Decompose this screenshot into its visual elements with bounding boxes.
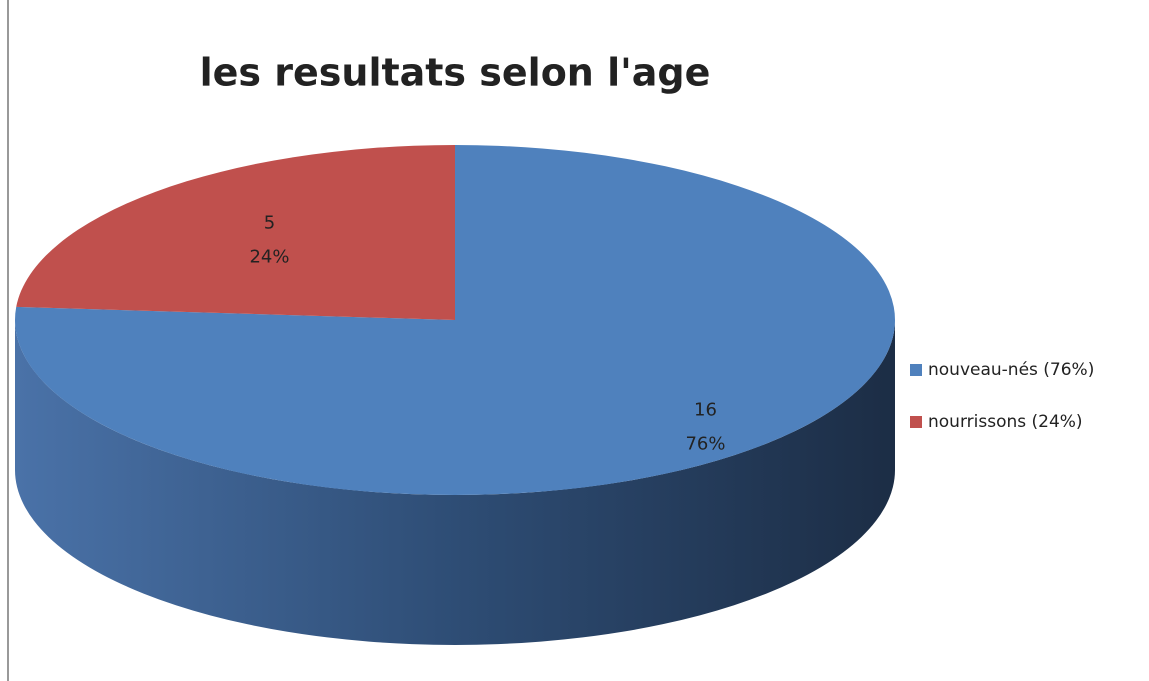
data-label-percent: 76%	[685, 433, 725, 454]
pie-slice	[16, 145, 456, 320]
data-label: 16	[694, 399, 717, 420]
pie-slice	[15, 145, 895, 495]
pie-side	[15, 320, 895, 645]
legend-swatch	[910, 364, 922, 376]
legend-swatch	[910, 416, 922, 428]
legend-label: nourrissons (24%)	[928, 412, 1083, 432]
legend-label: nouveau-nés (76%)	[928, 360, 1094, 380]
chart-title: les resultats selon l'age	[200, 51, 711, 95]
data-label-percent: 24%	[249, 246, 289, 267]
data-label: 5	[264, 212, 275, 233]
